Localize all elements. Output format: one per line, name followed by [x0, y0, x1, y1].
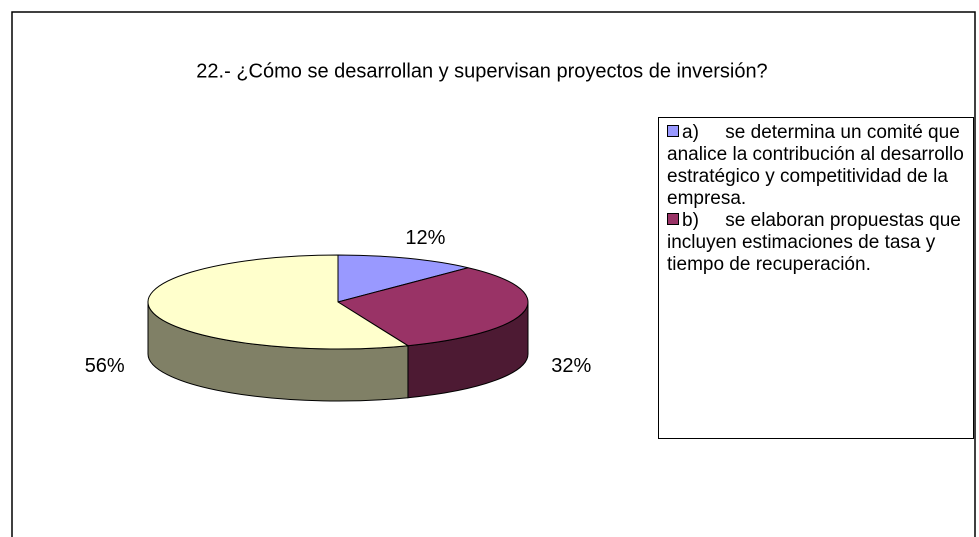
slice [336, 267, 529, 347]
frame [11, 11, 976, 537]
data-label: 12% [405, 227, 445, 249]
slice [337, 254, 469, 303]
legend-label: b) se elaboran propuestas que incluyen e… [667, 210, 967, 275]
legend: a) se determina un comité que analice la… [658, 117, 974, 439]
legend-entry: b) se elaboran propuestas que incluyen e… [667, 210, 967, 276]
legend-swatch [667, 213, 679, 225]
chart-title: 22.- ¿Cómo se desarrollan y supervisan p… [196, 60, 767, 82]
data-label: 32% [551, 355, 591, 377]
data-label: 56% [85, 355, 125, 377]
legend-label: a) se determina un comité que analice la… [667, 122, 970, 209]
legend-entry: a) se determina un comité que analice la… [667, 122, 967, 210]
slice [147, 254, 410, 350]
legend-swatch [667, 125, 679, 137]
